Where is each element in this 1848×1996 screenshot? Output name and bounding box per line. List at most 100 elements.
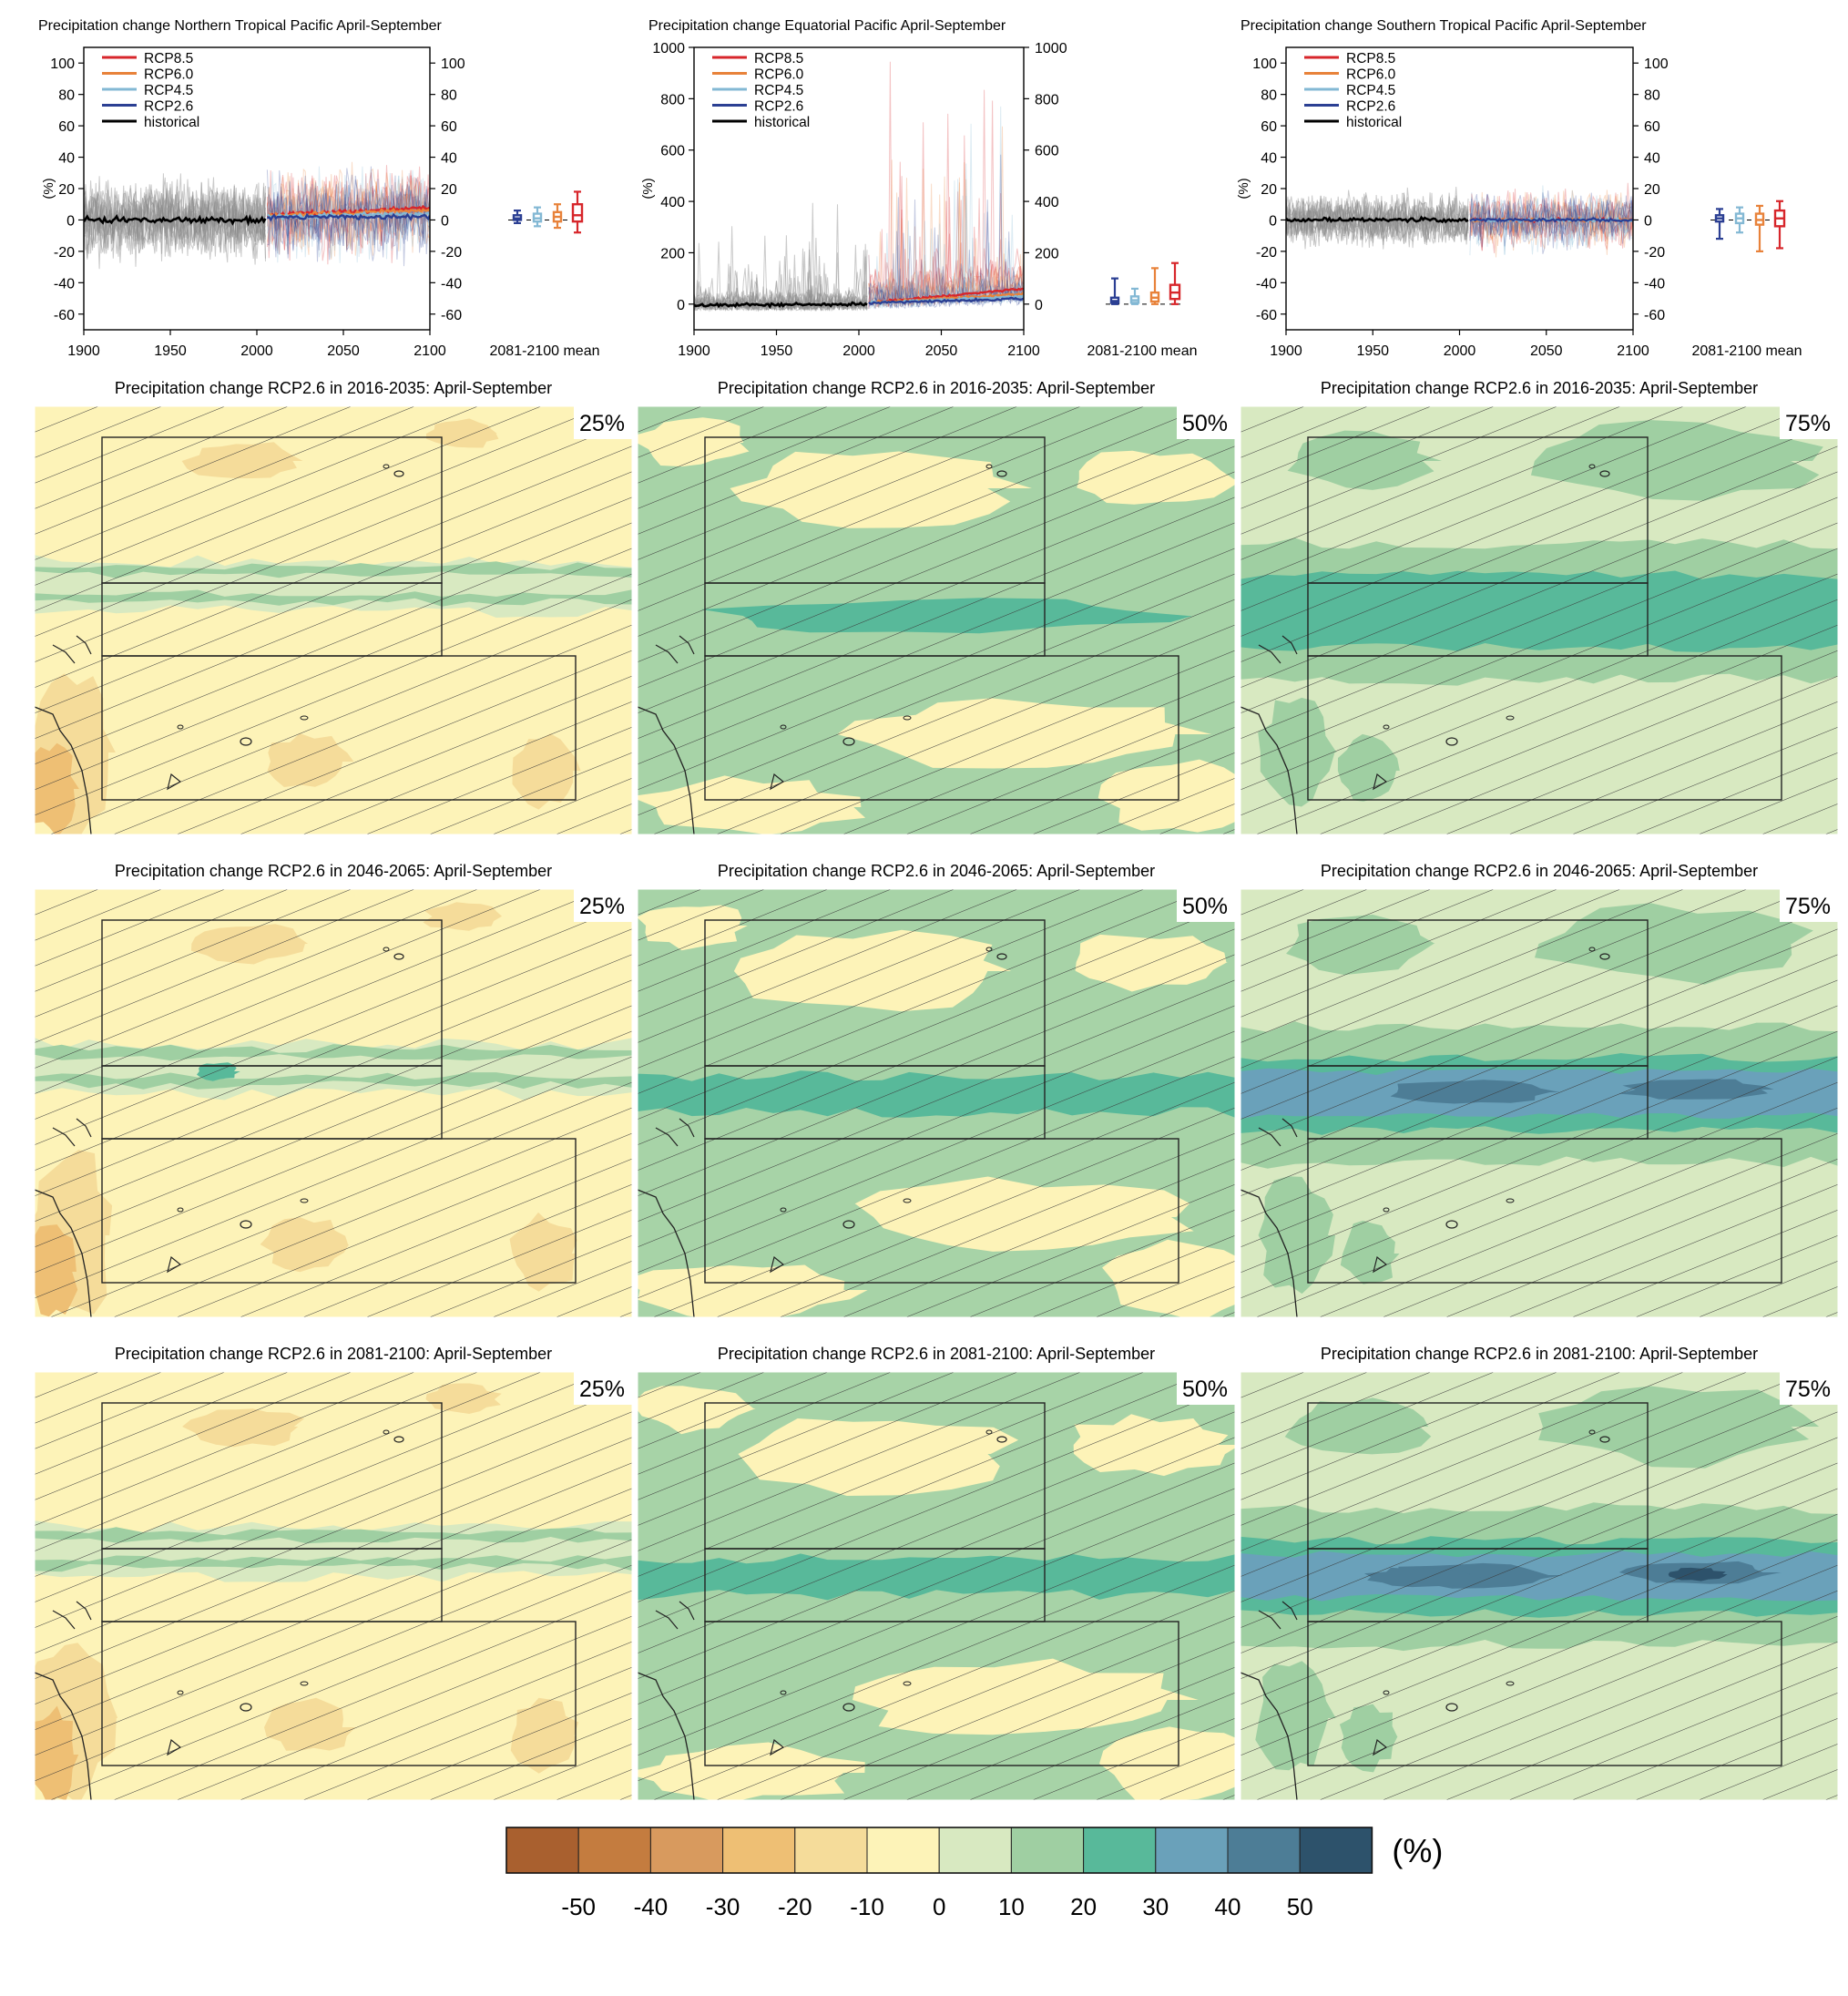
ensemble-member	[1469, 190, 1633, 254]
legend-entry: historical	[1346, 115, 1402, 130]
island	[240, 1703, 252, 1712]
island	[1445, 1220, 1458, 1229]
percentile-badge-bg	[1177, 1372, 1235, 1405]
percentile-badge: 25%	[574, 1372, 632, 1405]
map-contours	[1241, 406, 1838, 834]
coastline	[35, 1672, 92, 1800]
ensemble-member	[1286, 189, 1469, 246]
ensemble-member	[84, 177, 266, 258]
y-tick-label-left: 400	[660, 195, 685, 210]
coastline	[52, 1118, 92, 1147]
x-tick-label: 2100	[1617, 343, 1649, 359]
island	[1588, 464, 1596, 469]
y-tick-label-right: 0	[441, 213, 449, 229]
map-panel-7: Precipitation change RCP2.6 in 2081-2100…	[34, 1345, 633, 1801]
island	[167, 1738, 182, 1756]
scenario-mean-line	[868, 287, 1024, 304]
percentile-badge: 75%	[1780, 1372, 1838, 1405]
timeseries-panel-3: Precipitation change Southern Tropical P…	[1236, 18, 1802, 359]
island	[383, 1429, 390, 1435]
island	[177, 1690, 184, 1695]
significance-hatching	[1241, 406, 1838, 834]
box-body	[571, 203, 584, 223]
ensemble-member	[1469, 199, 1633, 250]
y-tick-label-right: -40	[441, 276, 462, 292]
island	[1445, 1703, 1458, 1712]
y-tick-label-right: 80	[441, 88, 457, 104]
boxplot-group	[1710, 200, 1786, 252]
region-box-south	[101, 1138, 577, 1284]
ensemble-member	[267, 177, 430, 257]
colorbar-tick-label: 40	[1215, 1893, 1241, 1920]
percentile-badge-bg	[1780, 889, 1838, 922]
island	[1373, 1255, 1388, 1274]
percentile-badge: 50%	[1177, 889, 1235, 922]
coastline	[52, 1601, 92, 1630]
significance-hatching	[638, 1372, 1235, 1800]
y-tick-label-left: 0	[1269, 213, 1277, 229]
colorbar-swatch	[794, 1827, 868, 1874]
island	[780, 1207, 787, 1213]
box-label: 2081-2100 mean	[1692, 343, 1802, 359]
percentile-badge-bg	[574, 406, 632, 439]
island	[1383, 724, 1390, 730]
colorbar-tick-label: 10	[998, 1893, 1025, 1920]
ensemble-member	[1469, 189, 1633, 255]
x-tick-label: 2100	[1007, 343, 1040, 359]
ensemble-member	[84, 183, 266, 261]
ensemble-member	[84, 173, 266, 270]
region-box-south	[1307, 655, 1782, 801]
x-tick-label: 1950	[761, 343, 793, 359]
x-tick-label: 1900	[1270, 343, 1302, 359]
island	[177, 1207, 184, 1213]
ensemble-member	[1286, 198, 1469, 247]
y-tick-label-right: 400	[1035, 195, 1059, 210]
map-panel-3: Precipitation change RCP2.6 in 2016-2035…	[1240, 379, 1839, 835]
ensemble-member	[1469, 189, 1633, 258]
legend-entry: RCP2.6	[144, 99, 193, 115]
island	[842, 737, 855, 746]
y-tick-label-right: 40	[1644, 151, 1660, 167]
map-field: 25%	[35, 889, 632, 1317]
legend-entry: RCP8.5	[754, 51, 803, 67]
y-tick-label-left: -40	[54, 276, 75, 292]
y-tick-label-left: 100	[1252, 56, 1277, 72]
y-tick-label-left: 20	[1261, 182, 1277, 198]
y-tick-label-left: -60	[54, 308, 75, 323]
significance-hatching	[1241, 1372, 1838, 1800]
ensemble-member	[694, 243, 868, 312]
ensemble-member	[84, 173, 266, 259]
scenario-mean-line	[266, 210, 430, 221]
map-border	[637, 1371, 1236, 1801]
island	[996, 953, 1007, 960]
ensemble-member	[266, 172, 430, 254]
island	[177, 724, 184, 730]
coastline	[655, 1118, 695, 1147]
x-tick-label: 2000	[842, 343, 875, 359]
colorbar-tick-label: 30	[1142, 1893, 1169, 1920]
y-tick-label-right: 0	[1035, 298, 1043, 313]
percentile-label: 25%	[579, 411, 625, 436]
percentile-label: 25%	[579, 1377, 625, 1402]
x-tick-label: 2000	[240, 343, 273, 359]
x-tick-label: 1900	[67, 343, 100, 359]
ensemble-member	[1469, 191, 1633, 251]
ensemble-member	[267, 166, 430, 263]
percentile-label: 75%	[1785, 411, 1831, 436]
plot-area	[1286, 182, 1633, 258]
y-tick-label-left: 1000	[652, 41, 685, 56]
island	[1506, 715, 1515, 721]
y-tick-label-left: 80	[1261, 88, 1277, 104]
colorbar-swatch	[1083, 1827, 1157, 1874]
x-tick-label: 1950	[1356, 343, 1389, 359]
percentile-badge: 50%	[1177, 406, 1235, 439]
panel-title: Precipitation change Equatorial Pacific …	[648, 18, 1006, 34]
island	[842, 1703, 855, 1712]
region-box-south	[704, 1138, 1179, 1284]
y-tick-label-right: 800	[1035, 92, 1059, 107]
map-field: 75%	[1241, 1372, 1838, 1800]
ensemble-member	[84, 183, 266, 253]
colorbar-swatch	[1227, 1827, 1301, 1874]
ensemble-member	[266, 168, 430, 261]
ensemble-member	[1469, 189, 1633, 247]
